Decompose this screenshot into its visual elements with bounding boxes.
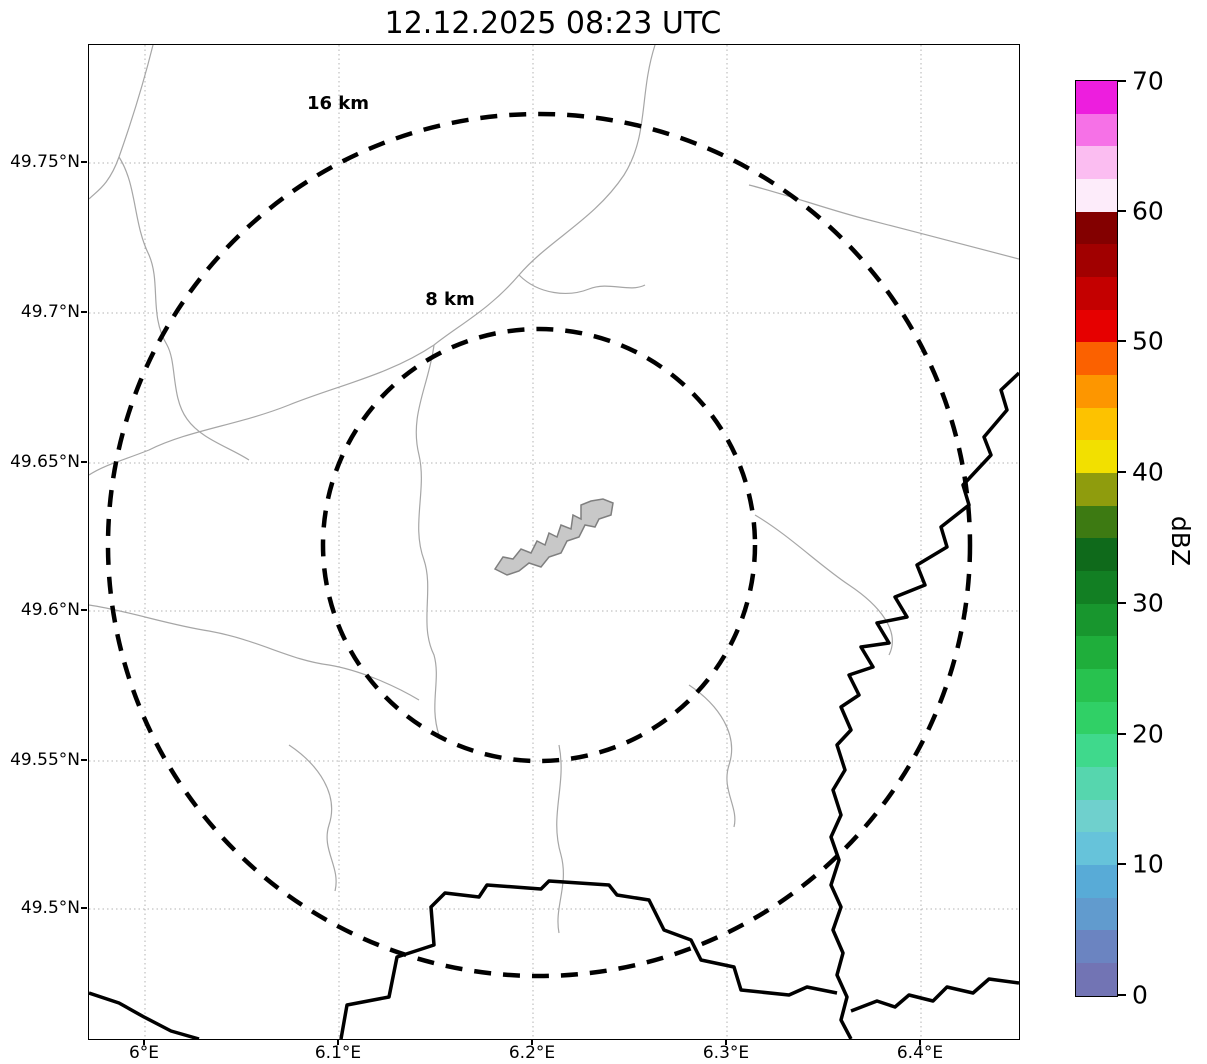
y-tick-label: 49.6°N (20, 600, 80, 620)
colorbar-band (1076, 113, 1117, 147)
x-tick-label: 6°E (128, 1043, 160, 1063)
country-border-lines (89, 371, 1019, 1039)
y-tick-label: 49.5°N (20, 898, 80, 918)
x-tick-mark (919, 1039, 921, 1045)
colorbar-band (1076, 342, 1117, 376)
x-tick-label: 6.1°E (314, 1043, 362, 1063)
y-tick-label: 49.7°N (20, 302, 80, 322)
colorbar-band (1076, 636, 1117, 670)
colorbar-band (1076, 179, 1117, 212)
y-tick-mark (81, 461, 87, 463)
colorbar-band (1076, 407, 1117, 441)
y-tick-mark (81, 311, 87, 313)
colorbar-tick-mark (1118, 602, 1126, 604)
colorbar-band (1076, 211, 1117, 245)
colorbar-band (1076, 669, 1117, 702)
plot-title: 12.12.2025 08:23 UTC (384, 6, 722, 41)
colorbar-band (1076, 571, 1117, 604)
map-canvas (89, 45, 1019, 1039)
border-south (339, 879, 838, 1039)
x-tick-mark (143, 1039, 145, 1045)
colorbar-tick-label: 20 (1132, 719, 1164, 749)
colorbar-band (1076, 897, 1117, 931)
colorbar-band (1076, 832, 1117, 866)
range-ring-16km (105, 111, 973, 979)
ring-label-8km: 8 km (425, 289, 475, 310)
x-tick-mark (337, 1039, 339, 1045)
x-tick-label: 6.3°E (702, 1043, 750, 1063)
y-tick-label: 49.55°N (10, 750, 80, 770)
colorbar-band (1076, 81, 1117, 114)
colorbar-tick-label: 60 (1132, 196, 1164, 226)
colorbar-band (1076, 375, 1117, 408)
y-tick-mark (81, 161, 87, 163)
colorbar-tick-label: 50 (1132, 326, 1164, 356)
ring-label-16km: 16 km (306, 93, 370, 114)
colorbar-tick-label: 70 (1132, 66, 1164, 96)
colorbar-band (1076, 244, 1117, 278)
y-tick-mark (81, 907, 87, 909)
x-tick-label: 6.4°E (896, 1043, 944, 1063)
colorbar-band (1076, 799, 1117, 833)
x-tick-label: 6.2°E (508, 1043, 556, 1063)
colorbar-bands (1075, 80, 1118, 997)
colorbar-tick-mark (1118, 733, 1126, 735)
x-tick-mark (531, 1039, 533, 1045)
colorbar-axis-label: dBZ (1166, 515, 1195, 567)
colorbar-tick-mark (1118, 994, 1126, 996)
map-plot-area: 16 km 8 km (88, 44, 1020, 1040)
colorbar-band (1076, 538, 1117, 572)
colorbar-tick-mark (1118, 210, 1126, 212)
colorbar-band (1076, 963, 1117, 996)
colorbar-tick-mark (1118, 340, 1126, 342)
colorbar-band (1076, 146, 1117, 180)
colorbar-band (1076, 701, 1117, 735)
x-tick-mark (725, 1039, 727, 1045)
border-river-east (829, 371, 1019, 1039)
colorbar-band (1076, 473, 1117, 506)
colorbar-band (1076, 603, 1117, 637)
colorbar-band (1076, 277, 1117, 310)
y-tick-label: 49.65°N (10, 452, 80, 472)
y-tick-label: 49.75°N (10, 152, 80, 172)
city-polygon (493, 498, 614, 576)
colorbar-band (1076, 930, 1117, 964)
colorbar-tick-label: 30 (1132, 588, 1164, 618)
colorbar-tick-mark (1118, 471, 1126, 473)
colorbar-tick-label: 10 (1132, 849, 1164, 879)
colorbar-band (1076, 440, 1117, 474)
range-ring-8km (320, 326, 758, 764)
colorbar-tick-mark (1118, 80, 1126, 82)
colorbar-band (1076, 734, 1117, 768)
colorbar-tick-mark (1118, 863, 1126, 865)
border-southeast (850, 977, 1019, 1013)
colorbar-band (1076, 767, 1117, 800)
colorbar-band (1076, 865, 1117, 898)
admin-boundary-lines (89, 45, 1019, 934)
colorbar-tick-label: 0 (1132, 980, 1148, 1010)
y-tick-mark (81, 759, 87, 761)
y-tick-mark (81, 609, 87, 611)
border-southwest (89, 991, 200, 1039)
colorbar-band (1076, 309, 1117, 343)
colorbar-band (1076, 505, 1117, 539)
colorbar-tick-label: 40 (1132, 457, 1164, 487)
